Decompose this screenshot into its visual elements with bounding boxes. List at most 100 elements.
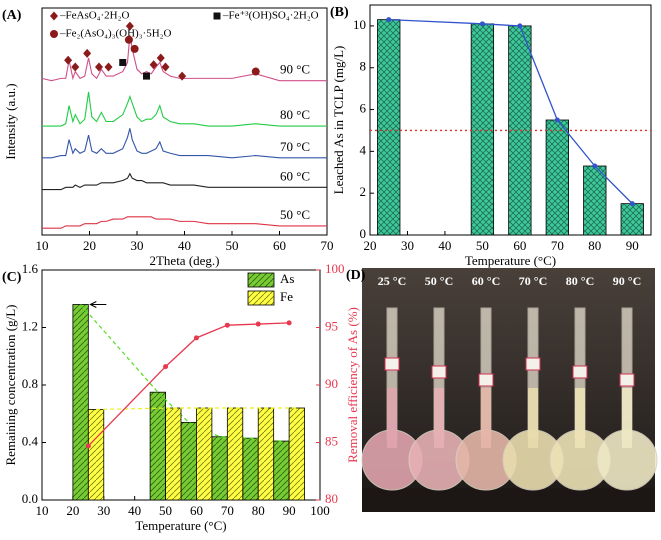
flask [596,307,658,491]
flask-sticker [431,365,447,379]
efficiency-point [193,335,199,341]
y-tick-label: 0 [360,226,367,241]
bar [273,440,290,501]
phase-marker [125,21,134,31]
flask [549,307,611,491]
x-tick-label: 10 [36,238,49,253]
bar [377,19,401,236]
efficiency-point [255,321,261,327]
bar [545,119,569,236]
flask [502,307,564,491]
bar [196,407,213,501]
xrd-curve [42,128,327,159]
phase-legend-label: –FeAsO₄·2H₂O [59,10,129,22]
legend-label: As [280,271,294,286]
phase-marker [50,11,58,21]
bar [226,407,244,501]
phase-marker [161,62,170,72]
series-label: 50 °C [280,207,310,222]
flask [408,307,470,491]
bar [211,436,228,501]
trend-point [629,201,635,207]
phase-marker [71,62,80,72]
legend-swatch [247,290,275,306]
x-tick-label: 30 [97,503,110,518]
x-tick-label: 60 [190,503,203,518]
flask-liquid-neck [622,388,632,448]
x-tick-label: 70 [221,503,234,518]
y2-tick-label: 95 [325,318,338,333]
bar [242,437,259,501]
phase-marker [64,55,73,65]
y-tick-label: 4 [360,142,367,157]
flask-label: 50 °C [425,274,453,288]
y-tick-label: 0.0 [22,491,38,506]
flask-label: 90 °C [613,274,641,288]
y-tick-label: 6 [360,101,367,116]
xrd-curve [42,172,327,191]
bar [620,203,644,236]
flask-sticker [619,373,635,387]
phase-marker [124,35,133,44]
x-tick-label: 90 [626,238,639,253]
phase-marker [149,60,158,70]
flask-label: 60 °C [472,274,500,288]
x-tick-label: 80 [588,238,601,253]
y-axis-label: Intensity (a.u.) [3,83,18,159]
trend-point [386,17,392,23]
series-label: 80 °C [280,107,310,122]
bar [257,407,275,501]
x-tick-label: 20 [83,238,96,253]
flask-sticker [384,357,400,371]
phase-legend-label: –Fe₂(AsO₄)₃(OH)₃·5H₂O [59,28,171,40]
x-tick-label: 20 [66,503,79,518]
flask-label: 70 °C [519,274,547,288]
phase-marker [178,71,187,81]
x-tick-label: 80 [252,503,265,518]
bar [72,304,89,501]
trend-line [388,18,633,205]
trend-point [592,163,598,169]
flask-liquid-neck [434,388,444,448]
series-label: 70 °C [280,139,310,154]
dashed-trend [96,407,297,411]
y-tick-label: 8 [360,59,367,74]
flask-sticker [478,373,494,387]
x-axis-label: Temperature (°C) [135,518,226,533]
x-tick-label: 20 [364,238,377,253]
flask-label: 80 °C [566,274,594,288]
x-tick-label: 70 [551,238,564,253]
panel-label: (D) [346,268,366,283]
trend-point [517,23,523,29]
xrd-curve [42,216,327,229]
y2-tick-label: 100 [325,261,345,276]
legend-swatch [247,272,275,288]
x-tick-label: 40 [128,503,141,518]
y-axis-label: Remaining concentration (g/L) [3,304,18,465]
phase-marker [156,53,165,63]
xrd-curve [41,35,327,82]
series-label: 90 °C [280,62,310,77]
bar [583,165,607,236]
axis-arrow [89,301,107,308]
trend-point [479,21,485,27]
y-tick-label: 0.4 [22,433,39,448]
y2-tick-label: 80 [325,491,338,506]
x-tick-label: 90 [283,503,296,518]
efficiency-point [163,364,169,370]
phase-legend-label: –Fe⁺³(OH)SO₄·2H₂O [222,10,319,22]
bar [180,421,197,501]
flask [361,307,423,491]
x-tick-label: 50 [476,238,489,253]
bar [87,409,105,501]
phase-marker [83,48,92,58]
x-tick-label: 60 [273,238,286,253]
x-tick-label: 10 [36,503,49,518]
panel-label: (C) [2,270,22,285]
panel-label: (A) [2,8,22,23]
efficiency-point [224,322,230,328]
bar [165,407,182,501]
flask-liquid-neck [528,388,538,448]
xrd-curve [42,91,327,127]
